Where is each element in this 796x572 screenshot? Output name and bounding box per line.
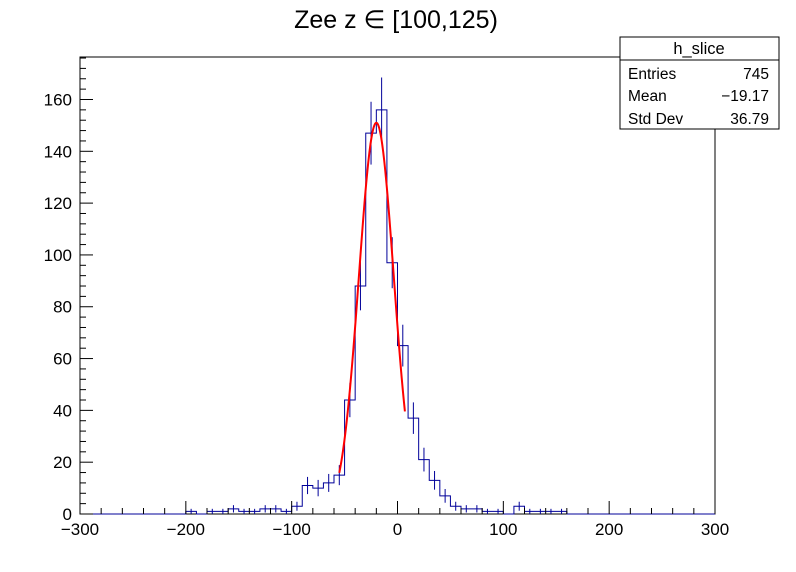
stats-mean-value: −19.17 — [721, 88, 769, 105]
stats-entries-label: Entries — [628, 66, 676, 83]
y-tick-label: 160 — [44, 90, 72, 109]
y-tick-label: 100 — [44, 246, 72, 265]
x-tick-label: 300 — [701, 520, 729, 539]
axis-ticks — [79, 57, 716, 515]
stats-box-title: h_slice — [673, 40, 724, 58]
x-tick-label: 100 — [489, 520, 517, 539]
y-tick-label: 120 — [44, 194, 72, 213]
y-tick-label: 0 — [63, 505, 72, 524]
stats-stddev-value: 36.79 — [730, 111, 769, 128]
y-tick-label: 40 — [53, 401, 72, 420]
histogram-outline — [80, 109, 715, 515]
y-tick-label: 60 — [53, 350, 72, 369]
gaussian-fit — [338, 121, 406, 473]
stats-entries-value: 745 — [743, 66, 769, 83]
y-tick-label: 20 — [53, 453, 72, 472]
stats-stddev-label: Std Dev — [628, 111, 683, 128]
x-tick-label: 0 — [393, 520, 402, 539]
histogram-series — [80, 77, 715, 515]
fit-curve — [338, 121, 406, 473]
x-tick-label: −300 — [61, 520, 99, 539]
x-tick-label: −200 — [167, 520, 205, 539]
y-tick-label: 140 — [44, 142, 72, 161]
axis-tick-labels: −300 −200 −100 0 100 200 300 0 20 40 60 80 100 120 140… — [44, 90, 730, 539]
stats-mean-label: Mean — [628, 88, 667, 105]
stats-box: h_slice Entries 745 Mean −19.17 Std Dev … — [619, 36, 780, 130]
stats-box-frame — [619, 36, 780, 130]
y-tick-label: 80 — [53, 298, 72, 317]
x-tick-label: −100 — [273, 520, 311, 539]
chart-title: Zee z ∈ [100,125) — [294, 6, 498, 34]
x-tick-label: 200 — [595, 520, 623, 539]
